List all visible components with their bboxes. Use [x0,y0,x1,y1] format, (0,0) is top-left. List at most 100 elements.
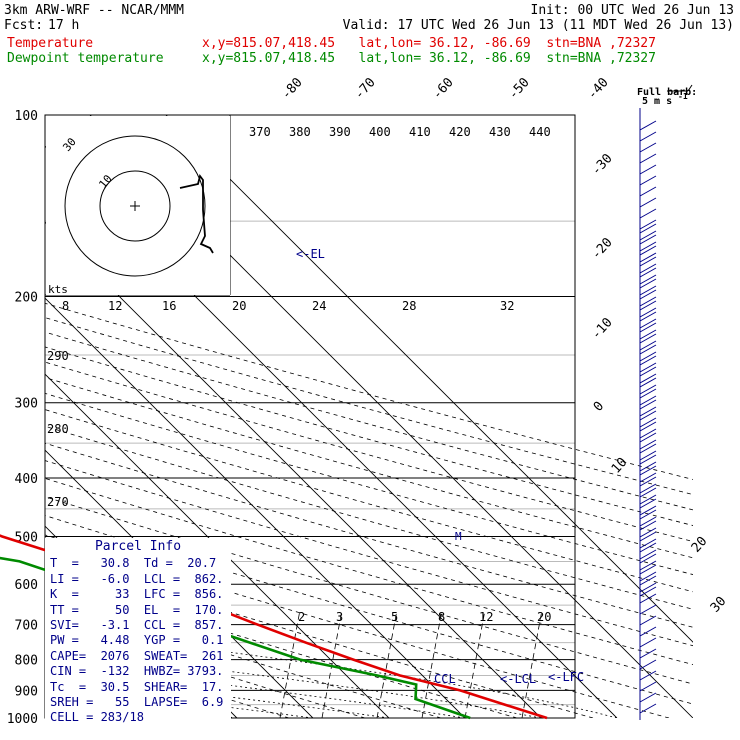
wind-barb [639,267,657,278]
isotherm-label: -80 [279,75,306,102]
wind-barb [639,670,657,681]
theta-label: 390 [329,125,351,139]
barb-legend-units: 5 m s [642,96,672,107]
wind-barb [639,322,657,333]
dry-adiabat-line [45,442,693,628]
wind-barb [639,406,657,417]
parcel-row: CELL = 283/18 [50,710,144,725]
wind-barb [639,399,657,410]
mixing-ratio-line [464,609,486,718]
wind-barb [639,223,657,234]
theta-label: 370 [249,125,271,139]
temperature-location: x,y=815.07,418.45 lat,lon= 36.12, -86.69… [202,36,656,51]
wind-barb [639,703,657,714]
thetae-label: 290 [47,349,69,363]
mixing-ratio-label: 8 [438,610,445,624]
mixing-ratio-label: 5 [391,610,398,624]
mixing-ratio-label: 12 [479,610,493,624]
wind-barb [639,498,657,509]
mixing-ratio-line [521,609,543,718]
isotherm-label: 20 [689,534,711,556]
pressure-tick-label: 600 [15,578,38,593]
wind-barb [639,285,657,296]
parcel-row: T = 30.8 Td = 20.7 [50,556,217,571]
theta-label: 410 [409,125,431,139]
mixing-ratio-top-label: 24 [312,299,326,313]
parcel-row: K = 33 LFC = 856. [50,587,224,602]
wind-barb [639,362,657,373]
wind-barb [639,432,657,443]
isotherm-line [0,115,9,718]
hodograph-trace [179,173,214,254]
wind-barb [639,355,657,366]
wind-barb [639,476,657,487]
wind-barb [639,483,657,494]
wind-barb [639,245,657,256]
el-label: <-EL [296,247,325,261]
lcl-label: <-LCL [500,672,536,686]
parcel-row: LI = -6.0 LCL = 862. [50,571,224,586]
wind-barb [639,465,657,476]
wind-barb [639,300,657,311]
wind-barb [639,131,657,142]
wind-barb [639,553,657,564]
thetae-label: 270 [47,495,69,509]
wind-barb [639,307,657,318]
parcel-row: CAPE= 2076 SWEAT= 261 [50,648,224,663]
forecast-hour: 17 h [48,18,80,33]
theta-label: 400 [369,125,391,139]
wind-barb [639,659,657,670]
dry-adiabat-line [45,515,693,705]
pressure-tick-label: 900 [15,684,38,699]
theta-label: 430 [489,125,511,139]
wind-barb [639,450,657,461]
thetae-label: 280 [47,422,69,436]
parcel-info-panel: Parcel Info T = 30.8 Td = 20.7 LI = -6.0 … [45,538,231,725]
parcel-info-title: Parcel Info [94,539,182,554]
wind-barb [639,542,657,553]
theta-label: 380 [289,125,311,139]
wind-barb [639,538,657,549]
hodograph-units: kts [48,283,68,296]
dewpoint-profile-line [0,556,471,720]
wind-barb [639,582,657,593]
dry-adiabat-line [45,477,693,666]
wind-barb [639,571,657,582]
temperature-legend: Temperature [7,36,94,51]
wind-barb [639,377,657,388]
pressure-tick-label: 400 [15,472,38,487]
wind-barb [639,311,657,322]
mixing-ratio-top-label: 20 [232,299,246,313]
wind-barb [639,230,657,241]
wind-barb [639,417,657,428]
isotherm-label: 0 [591,399,607,415]
wind-barb [639,256,657,267]
isotherm-line [45,297,466,718]
parcel-row: SREH = 55 LAPSE= 6.9 [50,695,224,710]
wind-barb [639,615,657,626]
barb-legend-barb [687,84,693,92]
wind-barb [639,384,657,395]
wind-barb [639,164,657,175]
pressure-tick-label: 700 [15,619,38,634]
wind-barb [639,509,657,520]
hodograph-ring-outer [64,135,206,277]
dry-adiabat-line [45,409,693,593]
wind-barb [639,120,657,131]
wind-barb [639,681,657,692]
wind-barb [639,439,657,450]
m-label: M [455,530,462,543]
mixing-ratio-line [279,609,301,718]
wind-barb [639,428,657,439]
theta-label: 440 [529,125,551,139]
wind-barb [639,366,657,377]
dry-adiabat-line [45,496,693,685]
wind-barb [639,289,657,300]
wind-barb [639,344,657,355]
mixing-ratio-top-label: 12 [108,299,122,313]
parcel-row: TT = 50 EL = 170. [50,602,224,617]
wind-barb [639,505,657,516]
wind-barb [639,637,657,648]
wind-barb [639,461,657,472]
wind-barb [639,318,657,329]
